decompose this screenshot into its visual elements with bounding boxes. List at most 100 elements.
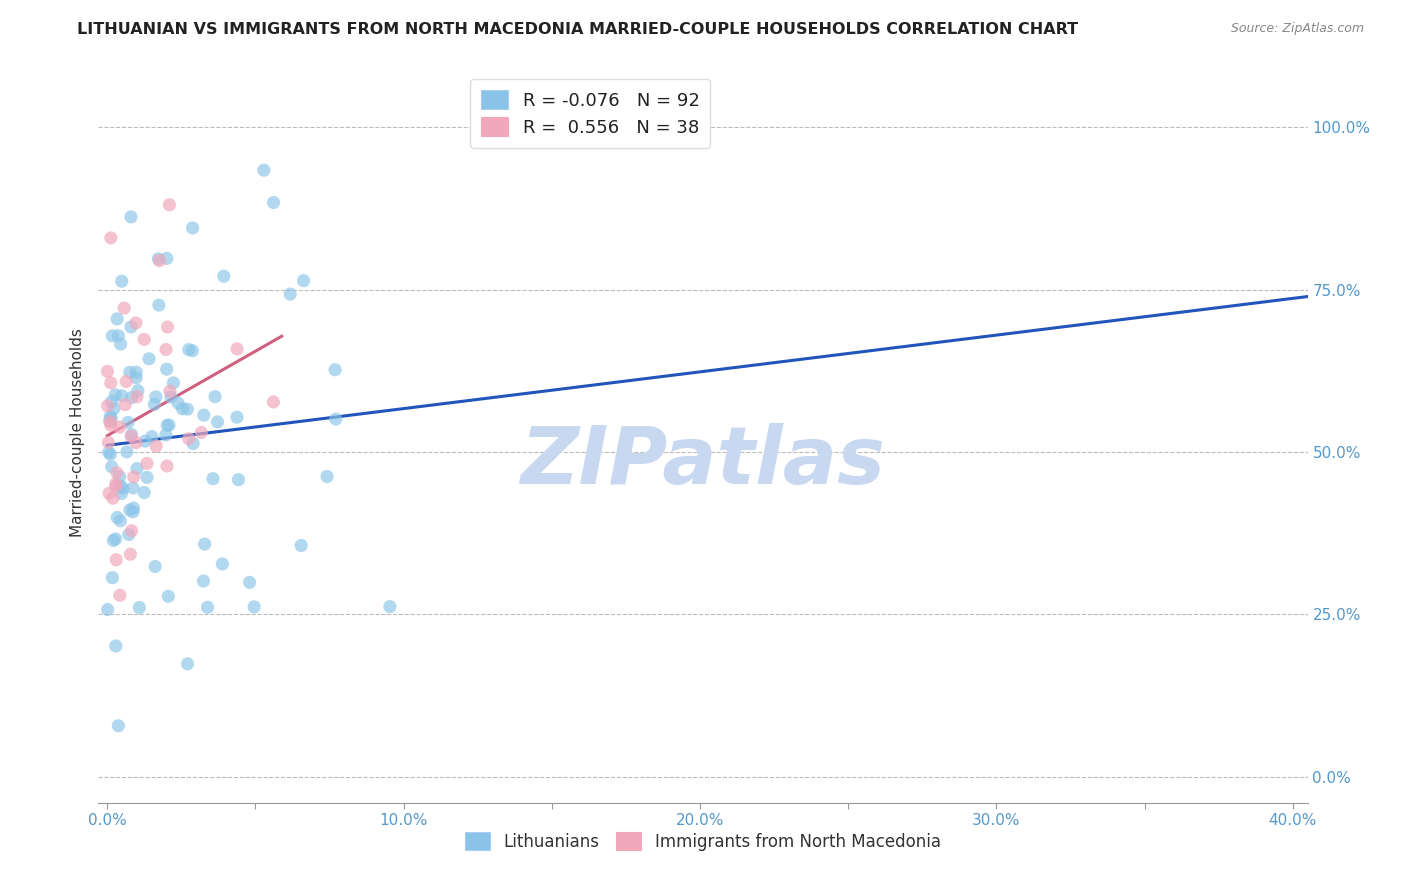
Point [253,163,276,178]
Point [148,252,170,266]
Point [121,524,143,538]
Point [204,390,226,404]
Point [120,547,142,561]
Point [143,397,166,411]
Point [172,401,194,416]
Point [101,571,124,585]
Point [207,415,229,429]
Text: Source: ZipAtlas.com: Source: ZipAtlas.com [1230,22,1364,36]
Point [104,532,127,546]
Legend: Lithuanians, Immigrants from North Macedonia: Lithuanians, Immigrants from North Maced… [458,825,948,857]
Point [262,395,284,409]
Point [117,416,139,430]
Point [110,486,132,500]
Point [167,396,190,410]
Point [239,575,262,590]
Point [177,343,200,357]
Point [112,301,135,315]
Point [120,320,142,334]
Point [226,342,249,356]
Point [111,274,134,288]
Point [378,599,401,614]
Point [104,479,127,493]
Point [110,479,132,493]
Point [114,398,136,412]
Point [155,343,177,357]
Point [108,420,131,434]
Text: ZIPatlas: ZIPatlas [520,423,886,501]
Point [107,719,129,733]
Point [211,557,233,571]
Point [100,376,122,390]
Point [148,298,170,312]
Point [325,412,347,426]
Point [141,429,163,443]
Point [143,559,166,574]
Point [104,388,127,402]
Point [115,375,138,389]
Point [157,417,180,432]
Point [97,602,120,616]
Point [104,476,127,491]
Point [125,316,148,330]
Point [148,253,170,268]
Point [122,481,145,495]
Point [105,466,128,480]
Point [105,312,128,326]
Point [121,391,143,405]
Point [125,365,148,379]
Point [228,473,250,487]
Point [100,231,122,245]
Point [156,362,179,376]
Point [100,411,122,425]
Point [145,439,167,453]
Point [107,328,129,343]
Point [103,401,125,416]
Point [98,409,121,424]
Point [120,210,142,224]
Point [96,399,118,413]
Point [162,376,184,390]
Point [110,514,132,528]
Point [125,461,148,475]
Point [127,384,149,398]
Point [111,481,134,495]
Point [323,363,346,377]
Point [134,485,156,500]
Point [136,470,159,484]
Point [122,501,145,516]
Point [243,599,266,614]
Point [263,195,285,210]
Point [118,503,141,517]
Point [110,337,132,351]
Point [101,329,124,343]
Point [278,287,301,301]
Point [193,574,215,588]
Point [108,469,131,483]
Point [125,370,148,384]
Point [125,390,148,404]
Point [193,408,215,422]
Point [156,320,179,334]
Point [101,491,124,506]
Point [105,553,128,567]
Point [159,384,181,399]
Point [103,533,125,548]
Point [181,220,204,235]
Point [108,588,131,602]
Point [115,445,138,459]
Point [111,389,134,403]
Point [100,447,122,461]
Point [100,394,122,409]
Point [155,428,177,442]
Point [98,415,121,429]
Point [118,365,141,379]
Point [201,472,224,486]
Point [190,425,212,440]
Point [160,390,183,404]
Point [290,539,312,553]
Point [136,456,159,470]
Point [134,332,156,346]
Point [125,435,148,450]
Point [212,269,235,284]
